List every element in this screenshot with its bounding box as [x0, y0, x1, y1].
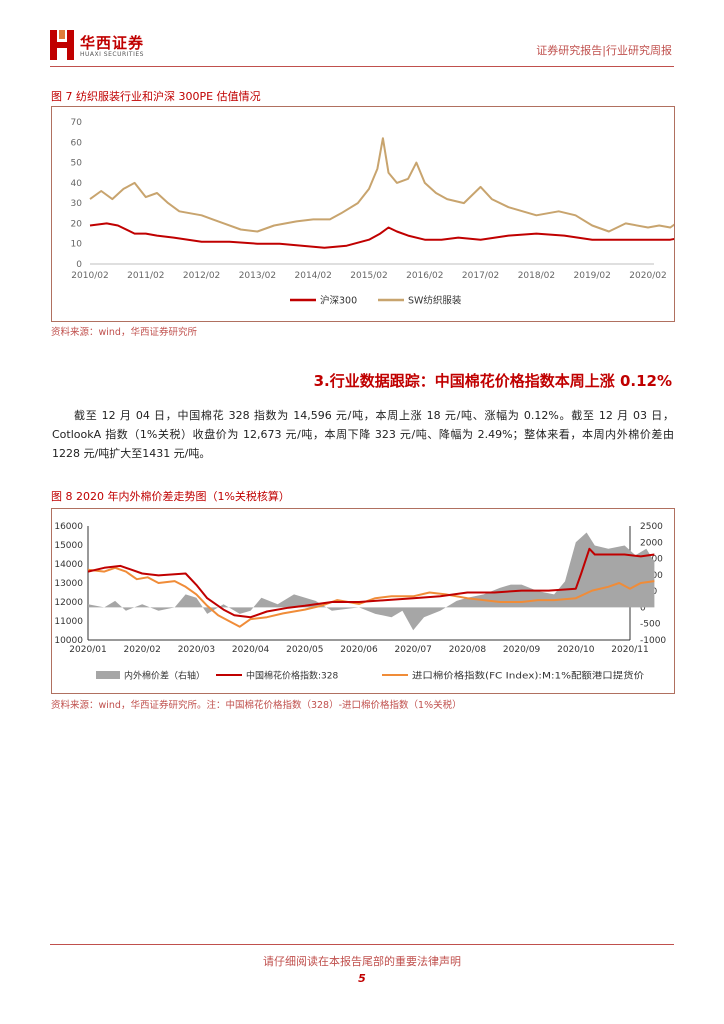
figure8-frame: 10000 11000 12000 13000 14000 15000 16000 -1000… — [51, 508, 675, 694]
x-tick-label: 2020/09 — [503, 645, 541, 655]
y-tick-label: 40 — [71, 179, 83, 189]
x-tick-label: 2015/02 — [350, 271, 387, 281]
y2-tick-label: 0 — [640, 603, 646, 613]
x-tick-label: 2016/02 — [406, 271, 443, 281]
legend-label: 进口棉价格指数(FC Index):M:1%配额港口提货价 — [412, 670, 644, 682]
y-tick-label: 10000 — [54, 636, 83, 646]
x-tick-label: 2017/02 — [462, 271, 499, 281]
y-tick-label: 15000 — [54, 541, 83, 551]
y-tick-label: 16000 — [54, 522, 83, 532]
y-tick-label: 70 — [71, 118, 83, 128]
section-title: 3.行业数据跟踪：中国棉花价格指数本周上涨 0.12% — [313, 372, 672, 390]
figure7-frame: 0 10 20 30 40 50 60 70 2010/02 2011/02 2012/02 2013… — [51, 106, 702, 322]
x-tick-label: 2020/07 — [395, 645, 432, 655]
series-line — [89, 137, 702, 233]
y-tick-label: 11000 — [54, 617, 83, 627]
y-tick-label: 20 — [71, 219, 83, 229]
x-tick-label: 2020/04 — [232, 645, 270, 655]
x-tick-label: 2020/03 — [178, 645, 215, 655]
pe-valuation-chart: 0 10 20 30 40 50 60 70 2010/02 2011/02 2012/02 2013… — [71, 118, 702, 307]
x-tick-label: 2010/02 — [71, 271, 108, 281]
y-tick-label: 0 — [76, 260, 82, 270]
x-tick-label: 2020/06 — [340, 645, 378, 655]
x-tick-label: 2019/02 — [574, 271, 611, 281]
series-line — [87, 566, 655, 628]
legal-notice: 请仔细阅读在本报告尾部的重要法律声明 — [263, 955, 461, 968]
x-tick-label: 2011/02 — [127, 271, 164, 281]
figure8-source: 资料来源：wind，华西证券研究所。注：中国棉花价格指数（328）-进口棉价格指… — [51, 700, 462, 711]
x-tick-label: 2020/02 — [124, 645, 161, 655]
x-tick-label: 2012/02 — [183, 271, 220, 281]
legend-label: SW纺织服装 — [408, 295, 462, 307]
legend-label: 沪深300 — [320, 295, 357, 307]
figure8-caption: 图 8 2020 年内外棉价差走势图（1%关税核算） — [51, 490, 290, 503]
series-line — [87, 547, 655, 619]
brand-name-en: HUAXI SECURITIES — [80, 51, 144, 58]
footer-divider — [50, 944, 674, 945]
y-tick-label: 10 — [71, 240, 83, 250]
y-tick-label: 13000 — [54, 579, 83, 589]
header-divider — [50, 66, 674, 67]
y2-tick-label: -1000 — [640, 636, 666, 646]
report-type: 证券研究报告|行业研究周报 — [536, 44, 672, 57]
section-paragraph: 截至 12 月 04 日，中国棉花 328 指数为 14,596 元/吨，本周上… — [52, 409, 674, 460]
x-tick-label: 2020/11 — [611, 645, 648, 655]
y2-tick-label: 2500 — [640, 522, 663, 532]
x-tick-label: 2020/08 — [449, 645, 487, 655]
brand-logo-icon — [50, 30, 74, 60]
x-tick-label: 2020/01 — [69, 645, 106, 655]
x-tick-label: 2020/02 — [629, 271, 666, 281]
spread-area — [88, 532, 655, 631]
page-number: 5 — [358, 972, 366, 985]
figure7-caption: 图 7 纺织服装行业和沪深 300PE 估值情况 — [51, 90, 261, 103]
legend-swatch — [96, 671, 120, 679]
x-tick-label: 2020/05 — [286, 645, 323, 655]
x-tick-label: 2020/10 — [557, 645, 595, 655]
y-tick-label: 60 — [71, 138, 83, 148]
x-tick-label: 2013/02 — [239, 271, 276, 281]
y-tick-label: 14000 — [54, 560, 83, 570]
x-tick-label: 2014/02 — [295, 271, 332, 281]
brand-name: 华西证券 — [80, 34, 145, 52]
legend-label: 内外棉价差（右轴） — [124, 670, 205, 682]
figure7-source: 资料来源：wind，华西证券研究所 — [51, 327, 197, 338]
series-line — [89, 222, 699, 249]
y-tick-label: 12000 — [54, 598, 83, 608]
y-tick-label: 50 — [71, 159, 83, 169]
x-tick-label: 2018/02 — [518, 271, 555, 281]
y2-tick-label: -500 — [640, 620, 661, 630]
y2-tick-label: 2000 — [640, 538, 663, 548]
cotton-spread-chart: 10000 11000 12000 13000 14000 15000 16000 -1000… — [54, 522, 666, 682]
y-tick-label: 30 — [71, 199, 83, 209]
legend-label: 中国棉花价格指数:328 — [246, 670, 338, 682]
